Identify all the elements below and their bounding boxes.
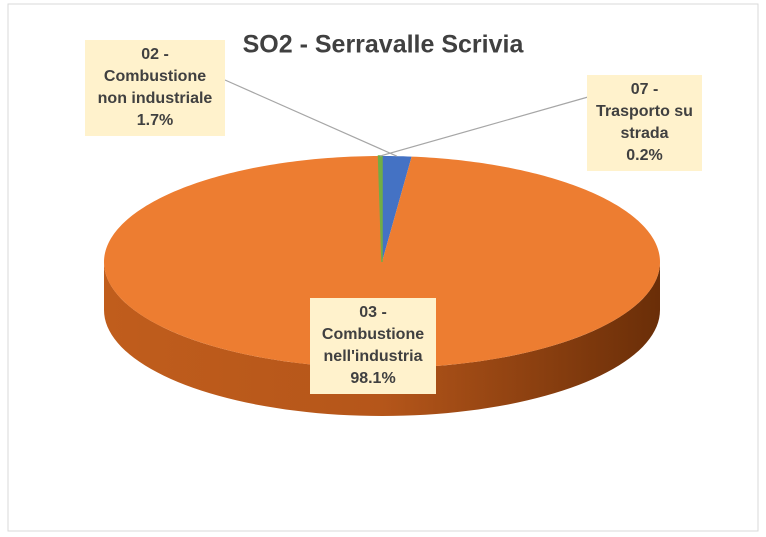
pie [104,155,660,416]
label-category: 07 - Trasporto su strada [596,81,693,142]
data-label: 02 - Combustione non industriale 1.7% [85,40,225,136]
label-value: 1.7% [136,112,174,129]
leader-line [224,79,398,157]
pie-slice [382,156,412,262]
leader-line [380,96,589,157]
pie-slice-side [104,262,660,416]
label-value: 98.1% [350,370,396,387]
label-category: 02 - Combustione non industriale [97,46,213,107]
leader-lines [224,79,589,157]
label-value: 0.2% [626,147,663,164]
data-label: 07 - Trasporto su strada 0.2% [587,75,702,171]
chart-title: SO2 - Serravalle Scrivia [243,31,525,59]
label-category: 03 - Combustione nell'industria [321,304,425,365]
data-label: 03 - Combustione nell'industria 98.1% [310,298,436,394]
